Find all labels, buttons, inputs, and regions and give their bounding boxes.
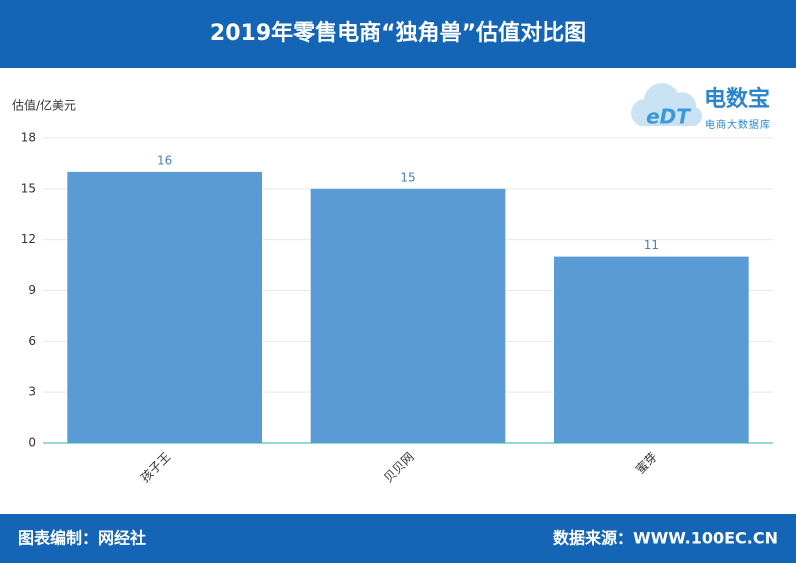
logo: eDT 电数宝 电商大数据库 bbox=[631, 83, 771, 131]
header-bar bbox=[0, 0, 796, 68]
footer-bar bbox=[0, 514, 796, 563]
logo-name: 电数宝 bbox=[704, 86, 770, 112]
y-tick-label: 18 bbox=[21, 131, 36, 145]
value-label: 15 bbox=[400, 170, 415, 184]
y-tick-label: 0 bbox=[28, 436, 36, 450]
y-tick-label: 15 bbox=[21, 181, 36, 195]
bar bbox=[310, 188, 506, 443]
footer-left: 图表编制：网经社 bbox=[18, 529, 146, 548]
bar bbox=[554, 256, 749, 443]
bar bbox=[67, 171, 262, 443]
chart-title: 2019年零售电商“独角兽”估值对比图 bbox=[210, 20, 586, 46]
value-label: 11 bbox=[644, 238, 659, 252]
y-tick-label: 6 bbox=[28, 334, 36, 348]
logo-tagline: 电商大数据库 bbox=[705, 118, 771, 131]
y-tick-label: 12 bbox=[21, 232, 36, 246]
footer-right: 数据来源：WWW.100EC.CN bbox=[553, 529, 778, 548]
y-tick-label: 9 bbox=[28, 283, 36, 297]
y-axis-label: 估值/亿美元 bbox=[12, 98, 76, 113]
logo-cloud bbox=[631, 83, 703, 126]
value-label: 16 bbox=[157, 153, 172, 167]
logo-mark: eDT bbox=[646, 105, 691, 129]
y-tick-label: 3 bbox=[28, 385, 36, 399]
